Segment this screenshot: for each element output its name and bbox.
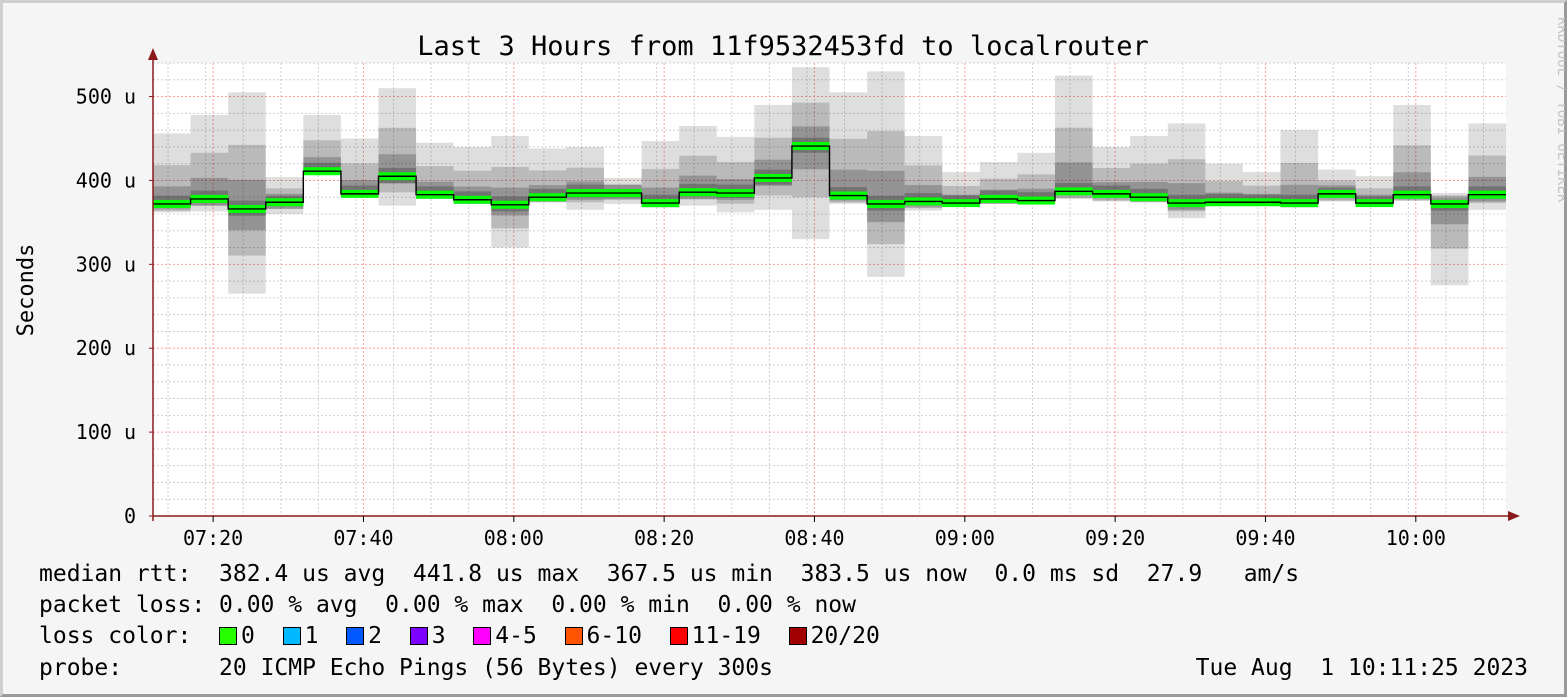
y-tick-label: 200 u [76,336,136,360]
y-axis-arrow [148,48,158,60]
smoke-band [791,67,830,240]
chart-title: Last 3 Hours from 11f9532453fd to localr… [417,31,1149,62]
loss-color-swatch [282,627,301,645]
loss-color-item-label: 4-5 [495,623,537,649]
smoke-band [1017,152,1055,204]
smoke-band [754,137,792,196]
smoke-band [1205,163,1243,204]
loss-color-item: 20/20 [761,623,880,649]
smoke-band [378,88,417,206]
smoke-band [1055,127,1093,196]
y-tick-label: 0 [124,504,136,528]
smoke-band [303,115,341,174]
smoke-band [829,92,868,204]
x-tick-label: 08:40 [784,526,844,550]
smoke-band [867,131,905,245]
smoke-band [1393,172,1431,197]
smoke-band [1205,192,1243,203]
loss-color-swatch [409,627,428,645]
smoke-band [829,138,868,201]
loss-color-item: 6-10 [537,623,642,649]
loss-color-item: 2 [318,623,382,649]
loss-color-swatch [346,627,365,645]
loss-color-label: loss color: [39,623,192,649]
loss-color-swatch [219,627,238,645]
x-tick-label: 08:20 [634,526,694,550]
y-tick-label: 400 u [76,168,136,192]
probe-label: probe: [39,655,123,681]
rtt-summary: median rtt: 382.4 us avg 441.8 us max 36… [39,561,1300,587]
smoke-band [228,144,266,256]
smoke-band [1205,181,1243,204]
x-tick-labels: 07:20 07:40 08:00 08:20 08:40 09:00 09:20 09:40… [183,516,1446,550]
loss-color-item: 11-19 [642,623,761,649]
smoke-band [491,135,529,248]
loss-color-item-label: 3 [431,623,446,649]
y-tick-label: 300 u [76,252,136,276]
x-tick-label: 09:20 [1085,526,1145,550]
smoke-band [265,177,304,214]
smoke-band [153,133,191,213]
packet-loss-summary: packet loss: 0.00 % avg 0.00 % max 0.00 … [39,592,856,618]
loss-color-swatch [473,627,492,645]
smoke-bands [153,67,1506,294]
loss-color-swatch [564,627,583,645]
timestamp: Tue Aug 1 10:11:25 2023 [1195,655,1528,681]
loss-color-item-label: 6-10 [586,623,642,649]
y-tick-labels: 0 100 u 200 u 300 u 400 u 500 u [76,85,153,528]
x-axis-arrow [1508,511,1520,521]
y-axis-label: Seconds [14,244,39,337]
smoke-band [716,136,755,213]
loss-color-item-label: 11-19 [691,623,761,649]
x-tick-label: 07:40 [333,526,393,550]
loss-color-legend: loss color: 0 1 2 3 4-5 6-10 11-19 20/20 [39,622,880,650]
median-step-line [153,145,1506,210]
loss-color-item-label: 1 [304,623,319,649]
probe-text: 20 ICMP Echo Pings (56 Bytes) every 300s [219,655,773,681]
axes [148,48,1520,521]
loss-color-swatch [788,627,807,645]
smoke-band [1055,75,1093,199]
smoke-band [1393,145,1431,198]
smoke-band [491,166,529,229]
loss-color-item: 4-5 [446,623,537,649]
loss-color-item: 3 [382,623,446,649]
loss-color-items: 0 1 2 3 4-5 6-10 11-19 20/20 [191,623,880,649]
median-line [153,142,1506,213]
loss-color-item-label: 2 [368,623,383,649]
smoke-band [1393,104,1431,201]
plot-background [153,63,1506,516]
smoke-band [453,146,492,204]
probe-line: probe: 20 ICMP Echo Pings (56 Bytes) eve… [39,654,773,682]
smoke-band [416,142,454,199]
x-tick-label: 09:40 [1235,526,1295,550]
smoke-band [1280,162,1319,206]
smoke-band [754,104,792,210]
y-tick-label: 500 u [76,85,136,109]
smoke-band [340,138,379,198]
x-tick-label: 07:20 [183,526,243,550]
smoke-band [378,127,417,193]
watermark-text: RRDTOOL / TOBI OETIKER [1554,17,1565,203]
smoke-band [566,146,604,210]
smoke-band [867,71,905,277]
rrdtool-watermark: RRDTOOL / TOBI OETIKER [1554,17,1565,203]
smoke-band [1430,193,1469,286]
loss-color-item-label: 20/20 [810,623,880,649]
loss-color-swatch [669,627,688,645]
loss-color-item: 0 [191,623,255,649]
x-tick-label: 09:00 [935,526,995,550]
loss-color-item: 1 [255,623,319,649]
smoke-band [1280,130,1319,208]
x-tick-label: 10:00 [1386,526,1446,550]
smoke-band [641,141,680,208]
x-tick-label: 08:00 [484,526,544,550]
smoke-band [228,92,266,294]
y-tick-label: 100 u [76,420,136,444]
loss-color-item-label: 0 [241,623,255,649]
smoke-band [1130,135,1168,203]
latency-chart: 0 100 u 200 u 300 u 400 u 500 u 07:20 07:40 08:… [14,31,1520,550]
smoke-band [867,170,905,223]
